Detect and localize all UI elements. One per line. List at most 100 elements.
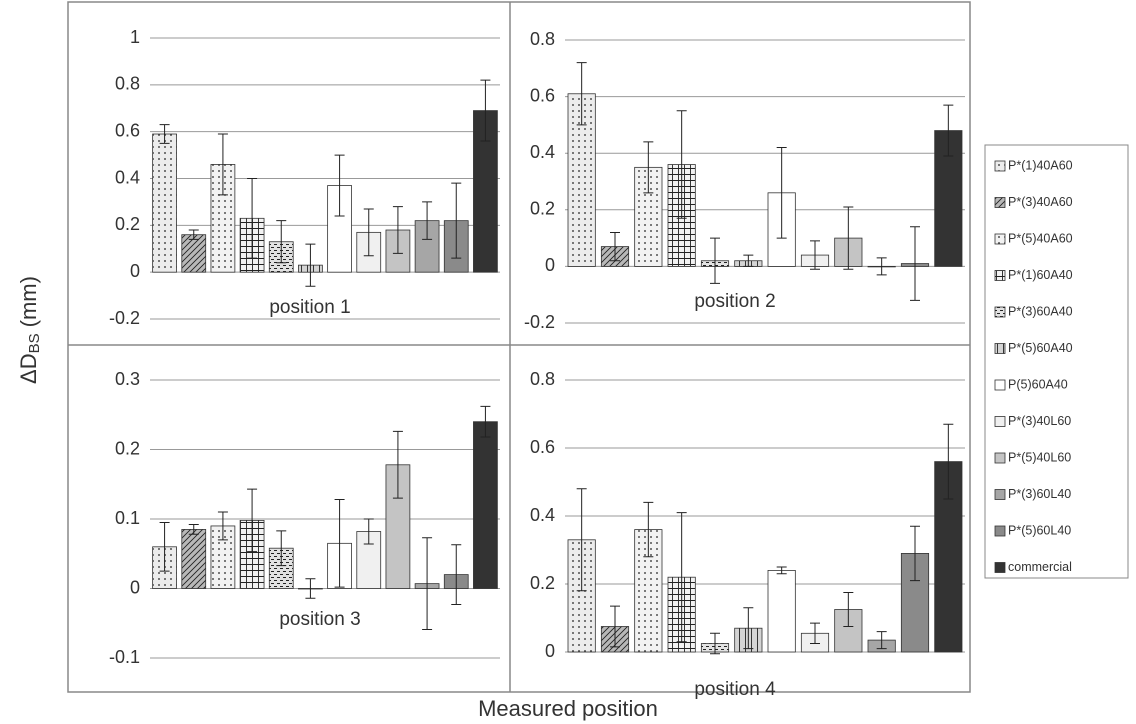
error-bar (217, 133, 228, 196)
error-bar (810, 622, 820, 644)
y-tick-label: -0.1 (109, 647, 140, 667)
error-bar (843, 206, 854, 270)
error-bar (610, 605, 620, 648)
error-bar (480, 405, 491, 438)
legend-swatch (994, 270, 1006, 281)
error-bar (776, 566, 787, 575)
y-tick-label: 0.4 (530, 505, 555, 525)
legend-swatch (994, 416, 1006, 427)
legend-label: P*(5)40L60 (1008, 450, 1071, 464)
error-bar (876, 631, 887, 650)
error-bar (943, 423, 954, 500)
error-bar (576, 62, 587, 126)
legend-label: P*(5)60L40 (1008, 523, 1071, 537)
panel-title: position 3 (279, 609, 360, 630)
y-tick-label: 0.3 (115, 369, 140, 389)
y-tick-label: 0.8 (530, 29, 555, 49)
bar (152, 133, 177, 273)
bar (181, 529, 207, 589)
bar (473, 421, 498, 589)
error-bar (363, 518, 374, 545)
error-bar (276, 530, 287, 567)
y-tick-label: 0.8 (530, 369, 555, 389)
error-bar (843, 592, 854, 627)
legend-swatch (994, 525, 1006, 537)
error-bar (451, 544, 462, 605)
legend-label: P*(3)60L40 (1008, 487, 1071, 501)
error-bar (305, 243, 316, 287)
y-tick-label: 0.6 (530, 437, 555, 457)
error-bar (643, 141, 654, 194)
error-bar (480, 79, 491, 142)
error-bar (643, 501, 654, 558)
panel-title: position 2 (694, 291, 775, 312)
y-tick-label: 0 (545, 641, 555, 661)
error-bar (422, 537, 433, 631)
y-label-unit: (mm) (16, 276, 41, 327)
error-bar (392, 430, 403, 499)
error-bar (910, 525, 920, 582)
error-bar (159, 521, 170, 572)
y-tick-label: 0.2 (530, 199, 555, 219)
y-axis-label: ΔDBS (mm) (16, 276, 43, 384)
error-bar (610, 231, 620, 262)
panel-frame (67, 1, 971, 693)
legend-label: P*(3)40A60 (1008, 195, 1073, 209)
error-bar (576, 488, 587, 592)
legend-label: P*(5)40A60 (1008, 231, 1073, 245)
legend-swatch (994, 562, 1006, 573)
error-bar (710, 632, 720, 655)
error-bar (188, 524, 199, 535)
y-label-sub: BS (26, 333, 43, 353)
error-bar (334, 154, 345, 217)
error-bar (451, 182, 462, 259)
error-bar (810, 240, 820, 270)
error-bar (743, 607, 754, 650)
error-bar (676, 110, 687, 219)
error-bar (188, 229, 199, 240)
error-bar (943, 104, 954, 157)
legend-swatch (994, 306, 1006, 318)
y-tick-label: 0 (130, 261, 140, 281)
error-bar (247, 178, 258, 259)
error-bar (422, 201, 433, 240)
error-bar (676, 512, 687, 643)
error-bar (876, 257, 887, 276)
legend-swatch (994, 452, 1006, 464)
error-bar (776, 147, 787, 239)
y-tick-label: 0.6 (530, 85, 555, 105)
error-bar (305, 578, 316, 599)
legend-label: P*(1)60A40 (1008, 268, 1073, 282)
y-tick-label: 0.4 (115, 167, 140, 187)
legend-swatch (994, 489, 1006, 500)
y-tick-label: 0 (130, 577, 140, 597)
panel-title: position 1 (269, 297, 350, 318)
y-tick-label: 1 (130, 27, 140, 47)
y-label-main: ΔD (16, 353, 41, 384)
legend-swatch (994, 379, 1006, 391)
legend-label: P*(1)40A60 (1008, 158, 1073, 172)
error-bar (159, 124, 170, 144)
error-bar (217, 511, 228, 541)
y-tick-label: 0.2 (115, 438, 140, 458)
y-tick-label: -0.2 (109, 308, 140, 328)
error-bar (363, 208, 374, 257)
legend-label: commercial (1008, 560, 1072, 574)
legend-swatch (994, 343, 1006, 354)
error-bar (247, 488, 258, 553)
y-tick-label: 0.4 (530, 142, 555, 162)
y-tick-label: -0.2 (524, 312, 555, 332)
error-bar (334, 499, 345, 588)
y-tick-label: 0 (545, 255, 555, 275)
legend-label: P*(3)40L60 (1008, 414, 1071, 428)
y-tick-label: 0.1 (115, 508, 140, 528)
legend-label: P*(3)60A40 (1008, 304, 1073, 318)
error-bar (276, 220, 287, 264)
x-axis-label: Measured position (478, 696, 658, 721)
y-tick-label: 0.6 (115, 120, 140, 140)
legend-label: P(5)60A40 (1008, 377, 1068, 391)
error-bar (710, 237, 720, 284)
legend-label: P*(5)60A40 (1008, 341, 1073, 355)
legend-swatch (994, 197, 1006, 208)
